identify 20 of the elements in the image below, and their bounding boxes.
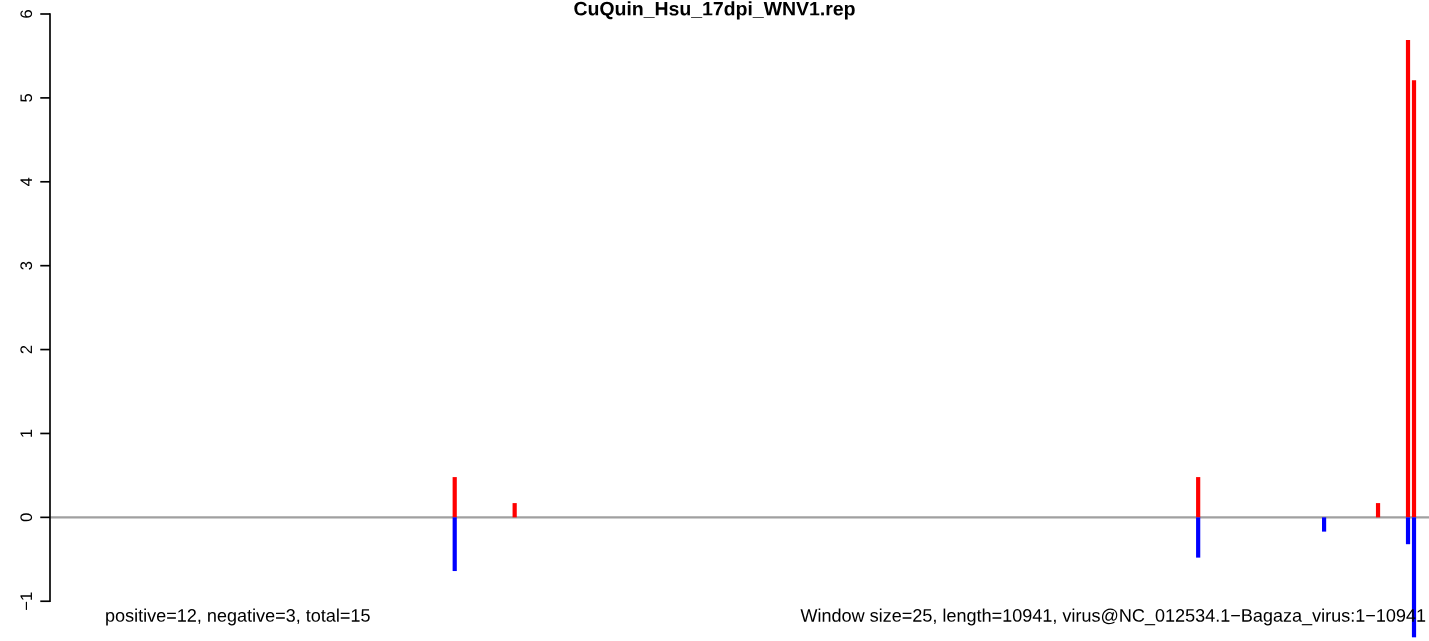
bar (1196, 517, 1201, 558)
chart-title: CuQuin_Hsu_17dpi_WNV1.rep (574, 1, 855, 20)
bar (512, 503, 517, 518)
bar (1375, 503, 1381, 518)
bar (1196, 477, 1201, 518)
y-tick-label: 5 (20, 93, 33, 102)
y-tick-label: 1 (20, 429, 32, 437)
y-tick-label: 2 (20, 345, 32, 354)
y-tick-label: 0 (20, 513, 33, 522)
y-tick-label: 6 (20, 10, 33, 18)
annotation: positive=12, negative=3, total=15 (106, 608, 370, 626)
y-tick-label: 4 (20, 177, 32, 187)
bar (1411, 80, 1417, 518)
y-tick-label: 3 (20, 261, 33, 270)
bar (452, 517, 457, 572)
y-tick-label: −1 (20, 592, 32, 610)
bar (1405, 40, 1411, 518)
bar (1321, 517, 1327, 532)
bar (1405, 517, 1411, 545)
bar (452, 477, 457, 518)
